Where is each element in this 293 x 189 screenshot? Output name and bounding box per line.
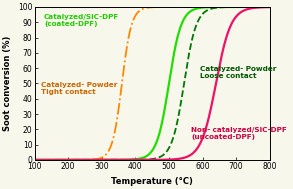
Text: Catalyzed- Powder
Loose contact: Catalyzed- Powder Loose contact (200, 66, 277, 79)
Y-axis label: Soot conversion (%): Soot conversion (%) (4, 36, 13, 131)
Text: Catalyzed- Powder
Tight contact: Catalyzed- Powder Tight contact (41, 81, 117, 94)
X-axis label: Temperature (°C): Temperature (°C) (111, 177, 193, 186)
Text: Non- catalyzed/SiC-DPF
(uncoated-DPF): Non- catalyzed/SiC-DPF (uncoated-DPF) (191, 127, 287, 140)
Text: Catalyzed/SiC-DPF
(coated-DPF): Catalyzed/SiC-DPF (coated-DPF) (44, 14, 119, 27)
